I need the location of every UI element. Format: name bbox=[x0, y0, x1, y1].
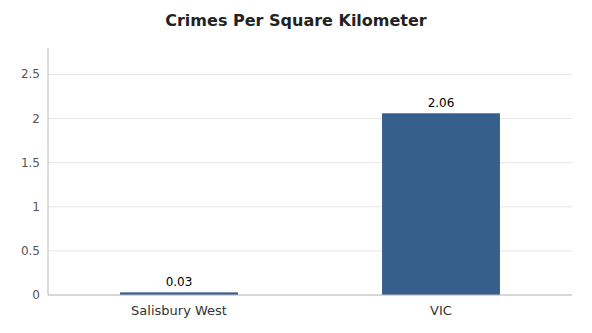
y-tick-label: 0 bbox=[32, 288, 40, 302]
data-label: 0.03 bbox=[166, 275, 193, 289]
data-label: 2.06 bbox=[428, 96, 455, 110]
x-axis-line bbox=[48, 295, 572, 296]
y-tick-label: 2 bbox=[32, 112, 40, 126]
chart-container: Crimes Per Square Kilometer 0 0.5 1 1.5 2 2.5 S… bbox=[0, 0, 592, 333]
chart: Crimes Per Square Kilometer 0 0.5 1 1.5 2 2.5 S… bbox=[0, 0, 592, 333]
y-tick-label: 1.5 bbox=[21, 156, 40, 170]
y-tick-label: 0.5 bbox=[21, 244, 40, 258]
bar bbox=[382, 113, 500, 295]
y-tick-label: 1 bbox=[32, 200, 40, 214]
x-tick-label: VIC bbox=[430, 303, 452, 318]
x-tick-label: Salisbury West bbox=[131, 303, 227, 318]
grid-line bbox=[48, 295, 572, 296]
y-axis-line bbox=[48, 48, 49, 295]
y-tick-label: 2.5 bbox=[21, 67, 40, 81]
title: Crimes Per Square Kilometer bbox=[165, 11, 427, 30]
grid-line bbox=[48, 74, 572, 75]
grid bbox=[48, 74, 572, 295]
bars bbox=[120, 113, 500, 295]
